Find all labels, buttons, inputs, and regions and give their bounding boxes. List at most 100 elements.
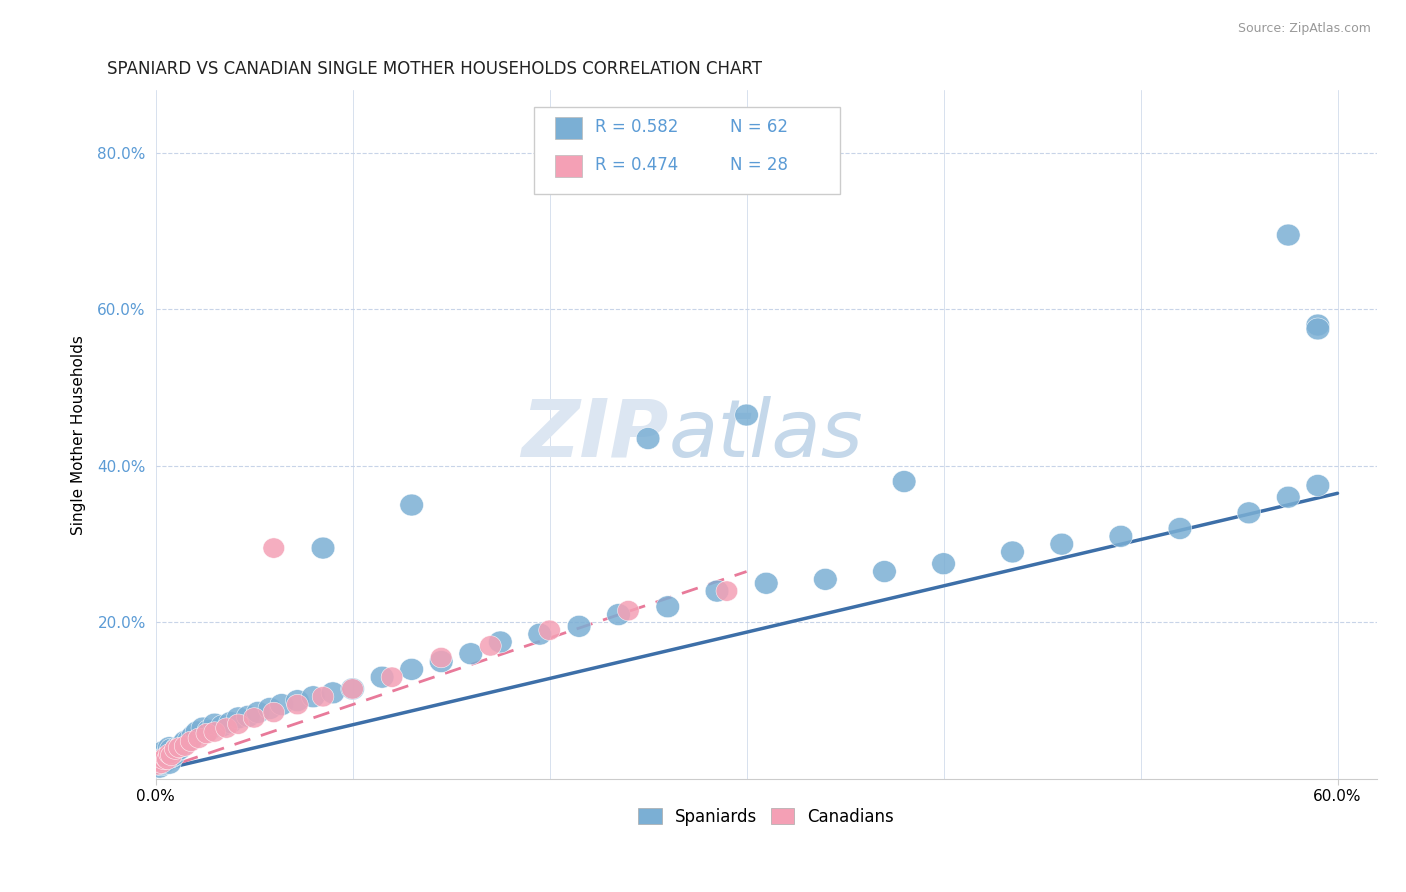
Ellipse shape <box>381 667 402 688</box>
Ellipse shape <box>174 736 195 756</box>
Ellipse shape <box>163 740 187 763</box>
Ellipse shape <box>458 643 482 665</box>
Ellipse shape <box>1306 318 1330 340</box>
Text: R = 0.474: R = 0.474 <box>595 156 679 175</box>
Ellipse shape <box>156 748 179 771</box>
Ellipse shape <box>236 706 260 727</box>
Ellipse shape <box>159 739 183 760</box>
Ellipse shape <box>148 748 172 771</box>
Ellipse shape <box>191 717 215 739</box>
Ellipse shape <box>259 698 281 720</box>
Ellipse shape <box>177 729 201 751</box>
Ellipse shape <box>150 753 173 773</box>
Ellipse shape <box>148 756 172 778</box>
Ellipse shape <box>246 701 270 723</box>
Ellipse shape <box>1277 486 1301 508</box>
Text: SPANIARD VS CANADIAN SINGLE MOTHER HOUSEHOLDS CORRELATION CHART: SPANIARD VS CANADIAN SINGLE MOTHER HOUSE… <box>107 60 762 78</box>
Ellipse shape <box>152 740 176 763</box>
Ellipse shape <box>814 568 837 591</box>
Ellipse shape <box>153 746 177 768</box>
Text: ZIP: ZIP <box>522 395 668 474</box>
FancyBboxPatch shape <box>555 118 582 139</box>
Ellipse shape <box>195 723 218 744</box>
Ellipse shape <box>429 650 453 673</box>
Ellipse shape <box>166 737 188 758</box>
Ellipse shape <box>1306 475 1330 497</box>
Ellipse shape <box>263 702 284 723</box>
Ellipse shape <box>156 749 179 770</box>
Ellipse shape <box>1050 533 1074 555</box>
Ellipse shape <box>202 714 226 735</box>
Ellipse shape <box>169 738 190 758</box>
Ellipse shape <box>311 537 335 559</box>
Ellipse shape <box>287 694 308 714</box>
Ellipse shape <box>149 754 173 776</box>
Ellipse shape <box>226 707 250 729</box>
Ellipse shape <box>169 735 193 757</box>
Ellipse shape <box>321 681 344 704</box>
Ellipse shape <box>157 752 181 774</box>
Ellipse shape <box>211 714 235 737</box>
Ellipse shape <box>155 747 176 767</box>
Ellipse shape <box>156 743 179 764</box>
Ellipse shape <box>153 749 174 770</box>
FancyBboxPatch shape <box>555 155 582 178</box>
Ellipse shape <box>270 694 294 715</box>
Ellipse shape <box>617 600 640 621</box>
Ellipse shape <box>153 751 177 772</box>
Text: N = 62: N = 62 <box>730 119 787 136</box>
Ellipse shape <box>160 746 183 765</box>
Ellipse shape <box>567 615 591 637</box>
Ellipse shape <box>263 538 284 558</box>
Ellipse shape <box>1277 224 1301 246</box>
Ellipse shape <box>180 731 202 752</box>
Ellipse shape <box>149 745 173 766</box>
Ellipse shape <box>159 746 183 768</box>
Ellipse shape <box>1237 502 1261 524</box>
Ellipse shape <box>735 404 758 426</box>
Text: Source: ZipAtlas.com: Source: ZipAtlas.com <box>1237 22 1371 36</box>
Ellipse shape <box>479 636 502 656</box>
Ellipse shape <box>607 604 630 625</box>
Ellipse shape <box>172 732 195 755</box>
Ellipse shape <box>228 714 249 734</box>
Ellipse shape <box>430 648 453 668</box>
Ellipse shape <box>893 471 915 492</box>
Text: atlas: atlas <box>668 395 863 474</box>
Ellipse shape <box>215 718 238 739</box>
Ellipse shape <box>181 725 205 747</box>
Ellipse shape <box>1306 314 1330 336</box>
Ellipse shape <box>370 666 394 688</box>
Ellipse shape <box>340 678 364 700</box>
Ellipse shape <box>159 744 180 764</box>
Ellipse shape <box>755 573 778 594</box>
Ellipse shape <box>146 755 169 775</box>
Ellipse shape <box>873 560 896 582</box>
Ellipse shape <box>637 427 659 450</box>
FancyBboxPatch shape <box>534 107 839 194</box>
Ellipse shape <box>173 731 197 752</box>
Ellipse shape <box>312 687 333 707</box>
Ellipse shape <box>146 752 169 774</box>
Text: N = 28: N = 28 <box>730 156 787 175</box>
Legend: Spaniards, Canadians: Spaniards, Canadians <box>631 801 901 832</box>
Ellipse shape <box>167 739 191 760</box>
Ellipse shape <box>399 658 423 681</box>
Ellipse shape <box>285 690 309 712</box>
Ellipse shape <box>932 553 955 574</box>
Ellipse shape <box>1168 517 1192 540</box>
Ellipse shape <box>342 679 363 699</box>
Ellipse shape <box>243 707 264 728</box>
Ellipse shape <box>301 686 325 707</box>
Ellipse shape <box>149 752 170 772</box>
Ellipse shape <box>716 581 738 601</box>
Ellipse shape <box>538 620 561 640</box>
Ellipse shape <box>399 494 423 516</box>
Ellipse shape <box>1109 525 1133 548</box>
Ellipse shape <box>165 739 186 759</box>
Ellipse shape <box>157 737 181 758</box>
Ellipse shape <box>706 580 728 602</box>
Ellipse shape <box>186 721 208 743</box>
Ellipse shape <box>1001 541 1025 563</box>
Ellipse shape <box>197 720 221 741</box>
